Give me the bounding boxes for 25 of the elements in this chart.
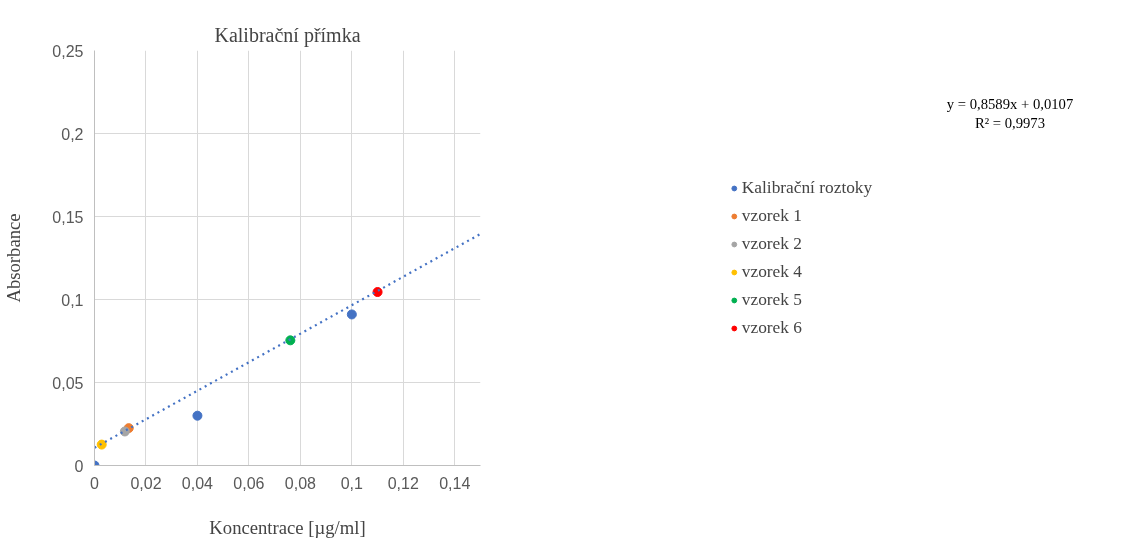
text: y = 0,8589x + 0,0107	[946, 96, 1074, 112]
x-tick-label: 0,14	[439, 474, 471, 492]
x-tick-label: 0	[90, 474, 100, 492]
y-tick-label: 0	[74, 457, 84, 475]
x-tick-label: 0,02	[130, 474, 162, 492]
x-tick-label: 0,06	[233, 474, 265, 492]
legend-label: vzorek 4	[741, 261, 802, 282]
y-tick-label: 0,15	[52, 208, 84, 226]
x-axis-title: Koncentrace [µg/ml]	[209, 516, 366, 538]
legend-label: Kalibrační roztoky	[741, 177, 873, 198]
y-tick-label: 0,1	[61, 291, 84, 309]
chart-title: Kalibrační přímka	[214, 23, 361, 47]
y-axis-title: Absorbance	[3, 213, 25, 303]
x-tick-label: 0,12	[387, 474, 419, 492]
legend-label: vzorek 1	[741, 205, 802, 226]
x-tick-label: 0,08	[284, 474, 317, 492]
x-tick-label: 0,04	[181, 474, 214, 492]
legend-label: vzorek 6	[741, 317, 802, 338]
legend-label: vzorek 5	[741, 289, 802, 310]
text: R² = 0,9973	[974, 115, 1046, 132]
y-tick-label: 0,2	[61, 125, 84, 143]
legend-label: vzorek 2	[741, 233, 802, 254]
y-tick-label: 0,05	[52, 374, 84, 392]
y-tick-label: 0,25	[52, 42, 84, 60]
x-tick-label: 0,1	[340, 474, 364, 492]
